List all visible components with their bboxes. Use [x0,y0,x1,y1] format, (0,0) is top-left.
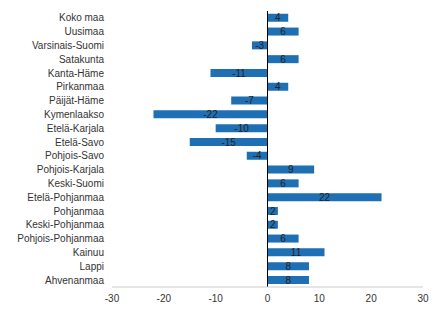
svg-text:Keski-Suomi: Keski-Suomi [48,178,104,189]
svg-text:6: 6 [280,54,286,65]
svg-text:Etelä-Savo: Etelä-Savo [55,137,104,148]
svg-text:-11: -11 [232,68,246,79]
svg-text:Varsinais-Suomi: Varsinais-Suomi [32,40,104,51]
svg-text:Etelä-Karjala: Etelä-Karjala [47,123,105,134]
svg-text:9: 9 [288,164,294,175]
svg-text:6: 6 [280,26,286,37]
svg-text:4: 4 [275,81,281,92]
svg-text:Etelä-Pohjanmaa: Etelä-Pohjanmaa [27,192,104,203]
svg-text:11: 11 [291,247,302,258]
svg-text:Päijät-Häme: Päijät-Häme [49,95,104,106]
svg-text:Pohjois-Pohjanmaa: Pohjois-Pohjanmaa [17,233,104,244]
svg-text:2: 2 [270,219,276,230]
svg-text:4: 4 [275,12,281,23]
svg-text:Uusimaa: Uusimaa [65,26,105,37]
svg-text:Pohjois-Karjala: Pohjois-Karjala [37,164,105,175]
svg-text:22: 22 [319,192,331,203]
svg-text:-10: -10 [208,293,223,304]
svg-text:0: 0 [265,293,271,304]
svg-text:-30: -30 [105,293,120,304]
svg-text:20: 20 [366,293,378,304]
svg-text:8: 8 [285,261,291,272]
svg-text:6: 6 [280,233,286,244]
svg-text:Pohjanmaa: Pohjanmaa [53,206,104,217]
svg-text:-15: -15 [221,137,236,148]
svg-text:Kainuu: Kainuu [73,247,104,258]
svg-text:Koko maa: Koko maa [59,12,104,23]
svg-text:-7: -7 [245,95,254,106]
svg-text:-4: -4 [253,150,262,161]
svg-text:-20: -20 [157,293,172,304]
svg-text:Pohjois-Savo: Pohjois-Savo [45,150,104,161]
svg-text:8: 8 [285,275,291,286]
svg-text:Kymenlaakso: Kymenlaakso [44,109,104,120]
svg-text:-22: -22 [203,109,218,120]
svg-text:Ahvenanmaa: Ahvenanmaa [45,275,104,286]
svg-text:6: 6 [280,178,286,189]
svg-text:Satakunta: Satakunta [59,54,104,65]
svg-text:2: 2 [270,206,276,217]
svg-text:Pirkanmaa: Pirkanmaa [56,81,104,92]
svg-text:Kanta-Häme: Kanta-Häme [48,68,105,79]
svg-text:-10: -10 [234,123,249,134]
svg-text:10: 10 [314,293,326,304]
svg-text:Lappi: Lappi [80,261,104,272]
svg-text:Keski-Pohjanmaa: Keski-Pohjanmaa [26,219,105,230]
svg-text:-3: -3 [255,40,264,51]
svg-text:30: 30 [417,293,429,304]
